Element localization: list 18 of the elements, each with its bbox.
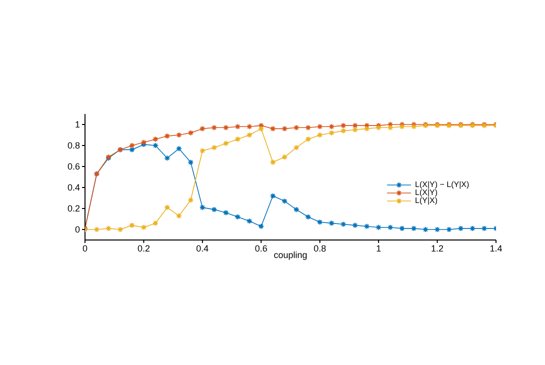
- x-tick-label: 0.4: [196, 243, 209, 254]
- x-tick-label: 0.2: [137, 243, 150, 254]
- x-tick-label: 1.4: [490, 243, 502, 254]
- x-axis-title: coupling: [274, 250, 308, 260]
- x-tick-label: 1: [376, 243, 382, 254]
- y-tick-label: 0.4: [67, 182, 80, 193]
- legend-label: L(X|Y): [415, 188, 438, 197]
- y-tick-label: 0.8: [67, 140, 80, 151]
- y-tick-label: 1: [74, 120, 80, 130]
- x-tick-label: 1.2: [431, 243, 444, 254]
- x-tick-label: 0: [82, 243, 88, 254]
- x-tick-label: 0.6: [254, 243, 268, 254]
- y-tick-label: 0: [74, 224, 80, 235]
- x-tick-label: 0.8: [314, 243, 326, 254]
- y-tick-label: 0.6: [67, 162, 80, 172]
- y-tick-label: 0.2: [67, 204, 80, 214]
- legend-label: L(Y|X): [415, 196, 438, 205]
- legend-label: L(X|Y) − L(Y|X): [415, 180, 470, 189]
